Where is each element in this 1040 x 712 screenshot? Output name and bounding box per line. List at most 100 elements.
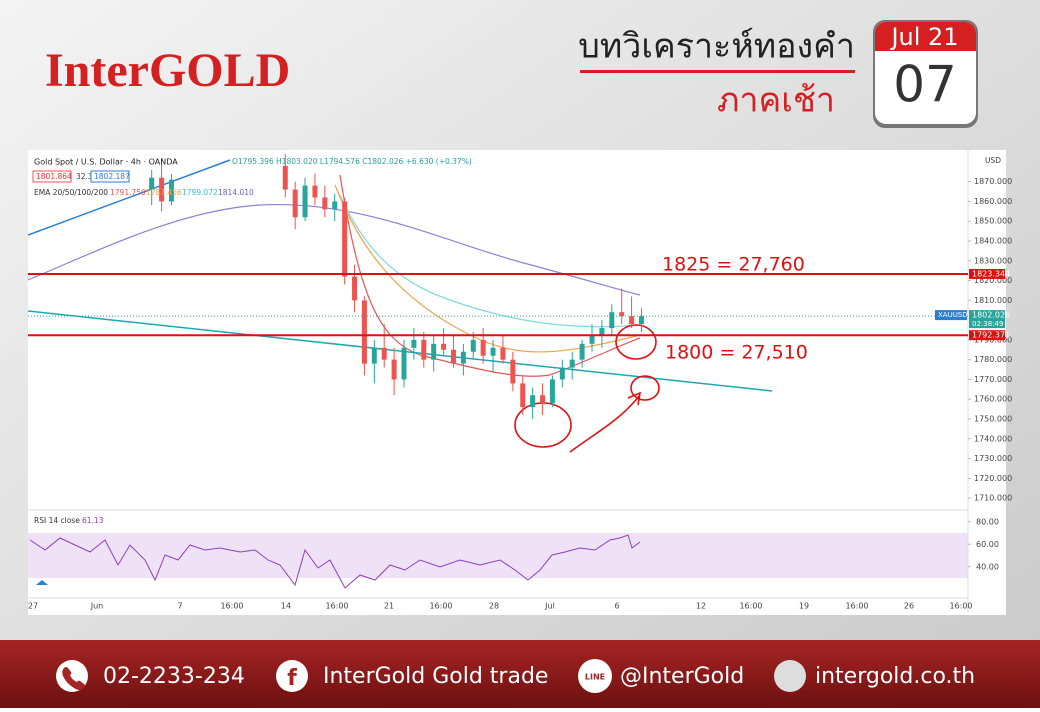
ema-value: 1787.456 xyxy=(146,188,182,197)
candle-body xyxy=(411,339,417,348)
ema-value: 1814.010 xyxy=(218,188,254,197)
candle-body xyxy=(292,189,298,218)
x-tick-label: 16:00 xyxy=(220,602,243,611)
y-tick-label: 1810.000 xyxy=(974,296,1012,305)
y-tick-label: 1760.000 xyxy=(974,395,1012,404)
candle-body xyxy=(159,177,165,202)
trend-line xyxy=(28,159,231,236)
calendar-month: Jul 21 xyxy=(889,23,958,51)
x-tick-label: 16:00 xyxy=(949,602,972,611)
title: บทวิเคราะห์ทองคำ xyxy=(578,27,855,67)
subtitle: ภาคเช้า xyxy=(717,81,835,121)
y-tick-label: 1850.000 xyxy=(974,217,1012,226)
candle-body xyxy=(500,347,506,360)
x-tick-label: 14 xyxy=(281,602,291,611)
level-label: 1823.344 xyxy=(972,269,1010,278)
currency: USD xyxy=(985,156,1001,165)
symbol: Gold Spot / U.S. Dollar · 4h · OANDA xyxy=(34,158,178,167)
bid-box xyxy=(32,170,72,183)
y-tick-label: 1840.000 xyxy=(974,237,1012,246)
ask-box xyxy=(90,170,130,183)
title-underline xyxy=(580,70,855,73)
y-tick-label: 1870.000 xyxy=(974,177,1012,186)
ema-value: 1799.072 xyxy=(182,188,218,197)
candle-body xyxy=(421,339,427,360)
hand-drawing xyxy=(514,324,660,453)
candle-body xyxy=(510,359,516,384)
countdown: 02:38:49 xyxy=(972,320,1003,328)
last-price-box xyxy=(969,310,1005,329)
candle-body xyxy=(579,343,585,360)
y-tick-label: 1710.000 xyxy=(974,494,1012,503)
ema-value: 1791.750 xyxy=(110,188,146,197)
ohlc-info: O1795.396 H1803.020 L1794.576 C1802.026 … xyxy=(232,157,472,166)
candle-body xyxy=(470,339,476,352)
footer: 02-2233-234 f InterGold Gold trade LINE … xyxy=(0,640,1040,708)
candle-body xyxy=(480,339,486,356)
candle-body xyxy=(589,335,595,344)
x-tick-label: 16:00 xyxy=(429,602,452,611)
y-tick-label: 1820.000 xyxy=(974,276,1012,285)
candle-body xyxy=(342,201,348,277)
calendar-day: 07 xyxy=(893,56,957,114)
annotation: 1825 = 27,760 xyxy=(662,254,805,276)
y-tick-label: 1770.000 xyxy=(974,375,1012,384)
candle-body xyxy=(168,179,174,202)
candle-body xyxy=(352,276,358,301)
candle-body xyxy=(619,312,625,317)
candle-body xyxy=(530,395,536,408)
x-tick-label: 6 xyxy=(614,602,619,611)
rsi-value: 61.13 xyxy=(82,516,104,525)
candle-body xyxy=(391,359,397,380)
candle-body xyxy=(149,177,155,190)
x-tick-label: Jul xyxy=(544,602,555,611)
spread: 32.3 xyxy=(76,172,93,181)
annotation: 1800 = 27,510 xyxy=(665,342,808,364)
line-id: @InterGold xyxy=(620,664,744,689)
x-tick-label: 16:00 xyxy=(325,602,348,611)
candle-body xyxy=(559,367,565,380)
phone: 02-2233-234 xyxy=(103,664,245,689)
website: intergold.co.th xyxy=(815,664,975,689)
ema-100 xyxy=(339,194,641,328)
candle-body xyxy=(361,300,367,364)
chart: Gold Spot / U.S. Dollar · 4h · OANDA O17… xyxy=(28,150,1012,615)
x-tick-label: 19 xyxy=(799,602,809,611)
candle-body xyxy=(312,185,318,198)
brand-logo: InterGOLD xyxy=(45,44,290,97)
indicator: EMA 20/50/100/200 xyxy=(34,188,108,197)
y-tick-label: 1740.000 xyxy=(974,434,1012,443)
svg-text:LINE: LINE xyxy=(585,673,605,682)
candle-body xyxy=(520,383,526,408)
candle-body xyxy=(441,343,447,350)
rsi-tick-label: 80.00 xyxy=(976,517,999,526)
y-tick-label: 1730.000 xyxy=(974,454,1012,463)
y-tick-label: 1720.000 xyxy=(974,474,1012,483)
x-tick-label: 21 xyxy=(384,602,394,611)
x-tick-label: 28 xyxy=(489,602,499,611)
last-price: 1802.026 xyxy=(972,311,1010,320)
ask: 1802.187 xyxy=(94,172,130,181)
y-tick-label: 1750.000 xyxy=(974,415,1012,424)
candle-body xyxy=(431,343,437,360)
candle-body xyxy=(371,347,377,364)
candle-body xyxy=(332,201,338,210)
candle-body xyxy=(460,351,466,364)
rsi-line xyxy=(29,534,641,589)
rsi-label: RSI 14 close xyxy=(34,516,80,525)
x-tick-label: 12 xyxy=(696,602,706,611)
calendar: Jul 21 07 xyxy=(873,20,978,128)
candle-body xyxy=(609,312,615,329)
x-tick-label: 27 xyxy=(28,602,38,611)
candle-body xyxy=(450,349,456,364)
x-tick-label: 26 xyxy=(904,602,914,611)
chart-logo xyxy=(36,580,48,585)
x-tick-label: 16:00 xyxy=(845,602,868,611)
candle-body xyxy=(401,347,407,380)
facebook: InterGold Gold trade xyxy=(323,664,548,689)
candle-body xyxy=(381,347,387,360)
candle-body xyxy=(282,165,288,190)
x-tick-label: 16:00 xyxy=(739,602,762,611)
level-label-box xyxy=(969,330,1005,341)
